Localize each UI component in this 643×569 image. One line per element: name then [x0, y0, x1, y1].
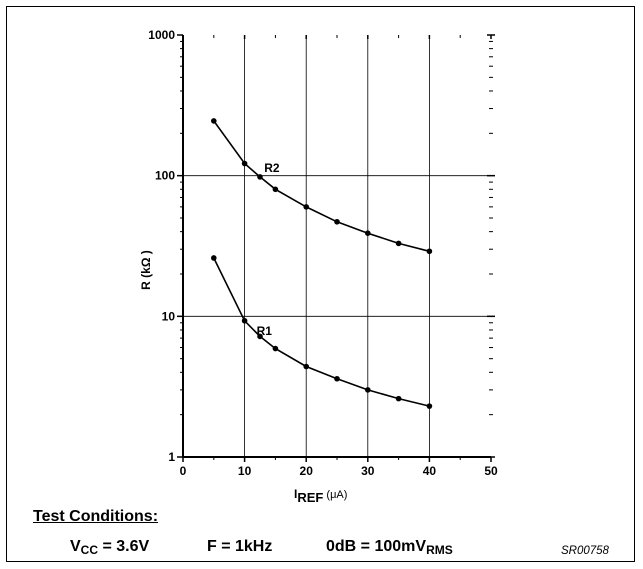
data-point-r2: [365, 230, 371, 236]
data-point-r1: [426, 403, 433, 409]
y-tick-label: 100: [155, 169, 175, 183]
data-point-r1: [303, 363, 310, 370]
data-point-r1: [257, 333, 263, 340]
frequency-condition: F = 1kHz: [207, 538, 273, 555]
x-axis-label: IREF (μA): [294, 487, 347, 505]
series-label-r2: R2: [264, 161, 280, 175]
y-tick-label: 1: [168, 450, 175, 464]
odb-condition: 0dB = 100mVRMS: [326, 538, 453, 557]
x-tick-label: 40: [423, 464, 437, 478]
data-point-r2: [303, 204, 310, 210]
vcc-subscript: CC: [80, 543, 99, 557]
data-point-r1: [241, 317, 248, 324]
odb-subscript: RMS: [426, 543, 453, 557]
x-tick-label: 50: [484, 464, 498, 478]
data-point-r1: [334, 375, 340, 382]
test-conditions-title: Test Conditions:: [33, 508, 159, 525]
data-point-r1: [272, 345, 279, 352]
vcc-condition: VCC = 3.6V: [70, 538, 149, 557]
data-point-r2: [257, 174, 263, 180]
y-tick-label: 1000: [148, 28, 175, 42]
y-tick-label: 10: [162, 309, 176, 323]
figure-frame: [6, 6, 635, 562]
x-tick-label: 30: [361, 464, 375, 478]
x-tick-label: 20: [300, 464, 314, 478]
data-point-r2: [211, 118, 217, 124]
vcc-prefix: V: [70, 538, 81, 555]
data-point-r2: [426, 248, 433, 255]
odb-prefix: 0dB = 100mV: [326, 538, 427, 555]
data-point-r1: [395, 395, 402, 402]
data-point-r1: [211, 255, 217, 261]
figure-code: SR00758: [561, 545, 609, 557]
series-line-r1: [213, 257, 430, 407]
x-tick-label: 0: [180, 464, 187, 478]
data-point-r2: [272, 186, 279, 193]
data-point-r2: [241, 160, 248, 167]
y-axis-label: R (kΩ ): [139, 250, 153, 290]
x-tick-label: 10: [238, 464, 252, 478]
vcc-value: = 3.6V: [98, 538, 150, 555]
series-line-r2: [213, 120, 430, 253]
data-point-r1: [365, 387, 371, 393]
series-label-r1: R1: [257, 324, 273, 338]
data-point-r2: [334, 218, 340, 225]
data-point-r2: [395, 240, 402, 247]
